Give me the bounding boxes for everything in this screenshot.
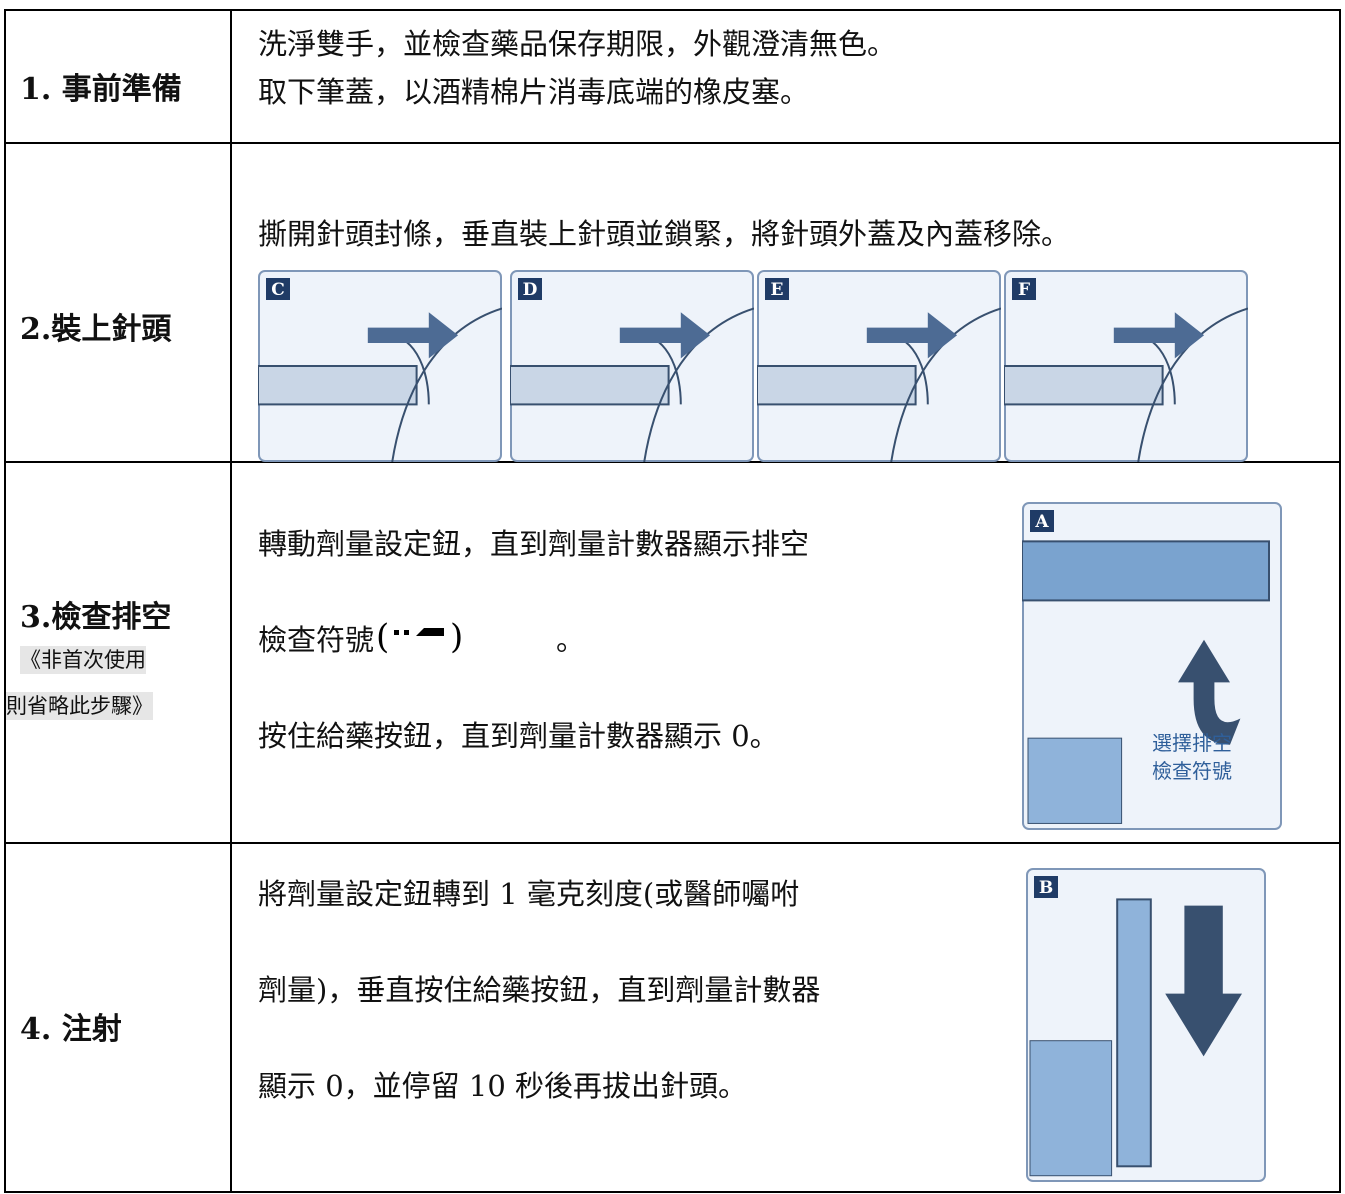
caption: 選擇排空 xyxy=(1152,731,1232,755)
instruction: 按住給藥按鈕，直到劑量計數器顯示 0。 xyxy=(258,719,779,753)
table-border xyxy=(1339,9,1341,1193)
paren: ( xyxy=(376,617,389,657)
panel-letter: E xyxy=(771,280,784,300)
illustration: D xyxy=(510,270,754,462)
badge xyxy=(266,278,290,300)
instruction: 劑量)，垂直按住給藥按鈕，直到劑量計數器 xyxy=(258,973,821,1007)
dot xyxy=(404,630,409,635)
hand xyxy=(1137,307,1248,462)
step-label: 2.裝上針頭 xyxy=(20,312,172,347)
instruction: 將劑量設定鈕轉到 1 毫克刻度(或醫師囑咐 xyxy=(258,877,800,911)
hand xyxy=(890,307,1001,462)
row-border xyxy=(4,461,1341,463)
arrow xyxy=(1178,639,1241,745)
instruction: 。 xyxy=(556,623,586,657)
inset xyxy=(1027,737,1123,824)
instruction: 檢查符號 xyxy=(258,623,375,657)
pen xyxy=(1022,540,1270,602)
row-border xyxy=(4,842,1341,844)
column-border xyxy=(230,9,232,1193)
panel-letter: F xyxy=(1018,280,1030,300)
instruction: 取下筆蓋，以酒精棉片消毒底端的橡皮塞。 xyxy=(258,75,810,109)
table-border xyxy=(4,1191,1341,1193)
dot xyxy=(394,630,399,635)
arrow xyxy=(619,312,711,359)
badge xyxy=(1030,510,1054,532)
badge xyxy=(518,278,542,300)
arrow xyxy=(1113,312,1205,359)
pen xyxy=(258,365,418,406)
hand xyxy=(643,307,754,462)
illustration: F xyxy=(1004,270,1248,462)
illustration: C xyxy=(258,270,502,462)
badge xyxy=(1034,876,1058,898)
symbol: ( ) xyxy=(376,617,463,657)
step-label: 1. 事前準備 xyxy=(20,72,182,107)
step-label: 4. 注射 xyxy=(20,1012,122,1047)
instruction: 轉動劑量設定鈕，直到劑量計數器顯示排空 xyxy=(258,527,810,561)
row-border xyxy=(4,142,1341,144)
panel-letter: B xyxy=(1039,878,1053,898)
badge xyxy=(1012,278,1036,300)
step-note: 《非首次使用 xyxy=(20,646,146,674)
pen xyxy=(510,365,670,406)
paren: ) xyxy=(450,617,463,657)
table-border xyxy=(4,9,1341,11)
instruction: 撕開針頭封條，垂直裝上針頭並鎖緊，將針頭外蓋及內蓋移除。 xyxy=(258,217,1071,251)
badge xyxy=(765,278,789,300)
panel-letter: C xyxy=(271,280,285,300)
illustration: E xyxy=(757,270,1001,462)
hand xyxy=(391,307,502,462)
caption: 檢查符號 xyxy=(1152,759,1232,783)
illustration: B xyxy=(1026,868,1266,1182)
panel-letter: A xyxy=(1034,512,1049,532)
pen xyxy=(1116,898,1152,1168)
dash xyxy=(416,628,444,636)
inset xyxy=(1029,1040,1113,1177)
instruction: 顯示 0，並停留 10 秒後再拔出針頭。 xyxy=(258,1069,748,1103)
arrow xyxy=(367,312,459,359)
step-note: 則省略此步驟》 xyxy=(6,692,153,720)
panel-letter: D xyxy=(523,280,538,300)
pen xyxy=(1004,365,1164,406)
instruction: 洗淨雙手，並檢查藥品保存期限，外觀澄清無色。 xyxy=(258,27,897,61)
table-border xyxy=(4,9,6,1193)
arrow xyxy=(866,312,958,359)
step-label: 3.檢查排空 xyxy=(20,600,172,635)
pen xyxy=(757,365,917,406)
